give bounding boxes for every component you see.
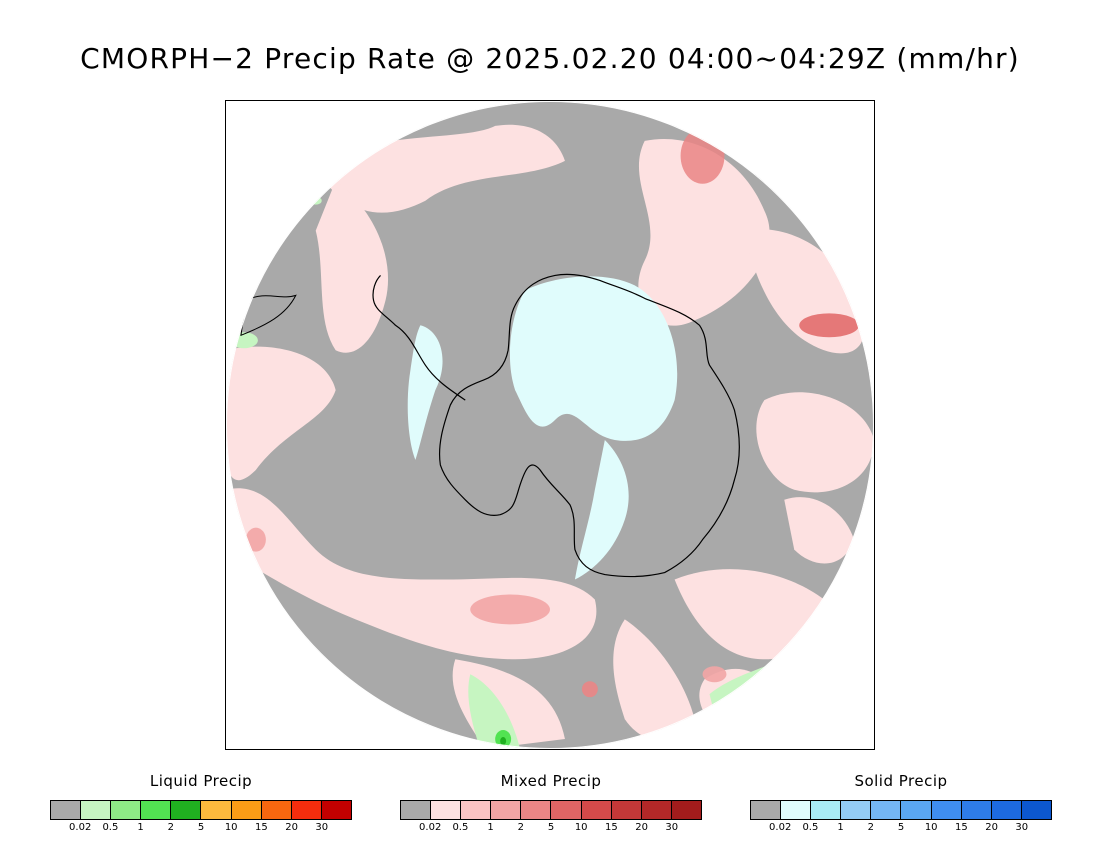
color-swatch xyxy=(781,801,812,819)
color-swatch xyxy=(961,801,992,819)
color-swatch xyxy=(841,801,872,819)
color-swatch xyxy=(401,801,432,819)
tick-label: 5 xyxy=(897,822,905,833)
tick-label: 15 xyxy=(255,822,268,833)
south-america-coastline xyxy=(240,294,297,337)
color-swatch xyxy=(141,801,172,819)
tick-label: 5 xyxy=(547,822,555,833)
tick-label: 15 xyxy=(955,822,968,833)
tick-label: 0.5 xyxy=(802,822,819,833)
tick-label: 20 xyxy=(635,822,648,833)
tick-label: 1 xyxy=(137,822,144,833)
color-swatch xyxy=(671,801,701,819)
legend-title: Solid Precip xyxy=(854,772,948,790)
legend-mixed-precip: Mixed Precip 0.02 0.5 1 2 5 10 15 20 30 xyxy=(400,772,702,836)
legend-liquid-precip: Liquid Precip 0.02 0.5 1 2 5 10 15 20 30 xyxy=(50,772,352,836)
tick-label: 30 xyxy=(665,822,679,833)
color-swatch xyxy=(81,801,112,819)
precip-map-canvas xyxy=(226,101,874,749)
color-swatch xyxy=(871,801,902,819)
color-swatch xyxy=(491,801,522,819)
color-swatch xyxy=(931,801,962,819)
tick-label: 5 xyxy=(197,822,205,833)
tick-label: 30 xyxy=(315,822,329,833)
color-swatch xyxy=(201,801,232,819)
color-swatch xyxy=(261,801,292,819)
color-swatch xyxy=(751,801,782,819)
color-swatch xyxy=(991,801,1022,819)
map-title: CMORPH−2 Precip Rate @ 2025.02.20 04:00~… xyxy=(80,42,1020,75)
solid-precip-areas xyxy=(407,276,678,580)
color-swatch xyxy=(581,801,612,819)
color-scale xyxy=(50,800,352,820)
color-swatch xyxy=(461,801,492,819)
tick-label: 2 xyxy=(517,822,524,833)
color-swatch xyxy=(901,801,932,819)
color-scale xyxy=(750,800,1052,820)
tick-label: 20 xyxy=(985,822,998,833)
tick-label: 10 xyxy=(924,822,938,833)
tick-label: 1 xyxy=(837,822,844,833)
color-swatch xyxy=(51,801,82,819)
color-swatch xyxy=(1021,801,1051,819)
color-swatch xyxy=(641,801,672,819)
color-swatch xyxy=(291,801,322,819)
tick-label: 0.5 xyxy=(452,822,469,833)
color-swatch xyxy=(611,801,642,819)
tick-label: 20 xyxy=(285,822,298,833)
legend-title: Liquid Precip xyxy=(149,772,253,790)
tick-label: 15 xyxy=(605,822,618,833)
color-swatch xyxy=(431,801,462,819)
tick-label: 0.5 xyxy=(102,822,119,833)
tick-label: 0.02 xyxy=(69,822,92,833)
tick-labels: 0.02 0.5 1 2 5 10 15 20 30 xyxy=(400,822,702,836)
tick-label: 2 xyxy=(167,822,174,833)
tick-labels: 0.02 0.5 1 2 5 10 15 20 30 xyxy=(50,822,352,836)
color-swatch xyxy=(111,801,142,819)
antarctica-coastline xyxy=(439,273,740,578)
color-swatch xyxy=(551,801,582,819)
tick-label: 10 xyxy=(224,822,238,833)
color-scale xyxy=(400,800,702,820)
legend-title: Mixed Precip xyxy=(500,772,602,790)
mixed-precip-heavy-areas xyxy=(245,127,860,698)
antarctic-peninsula-coastline xyxy=(372,275,466,401)
polar-map xyxy=(225,100,875,750)
tick-label: 0.02 xyxy=(419,822,442,833)
tick-label: 1 xyxy=(487,822,494,833)
tick-label: 10 xyxy=(574,822,588,833)
color-swatch xyxy=(171,801,202,819)
tick-labels: 0.02 0.5 1 2 5 10 15 20 30 xyxy=(750,822,1052,836)
color-swatch xyxy=(231,801,262,819)
color-swatch xyxy=(811,801,842,819)
tick-label: 30 xyxy=(1015,822,1029,833)
tick-label: 0.02 xyxy=(769,822,792,833)
legend-solid-precip: Solid Precip 0.02 0.5 1 2 5 10 15 20 30 xyxy=(750,772,1052,836)
tick-label: 2 xyxy=(867,822,874,833)
color-swatch xyxy=(521,801,552,819)
color-swatch xyxy=(321,801,351,819)
